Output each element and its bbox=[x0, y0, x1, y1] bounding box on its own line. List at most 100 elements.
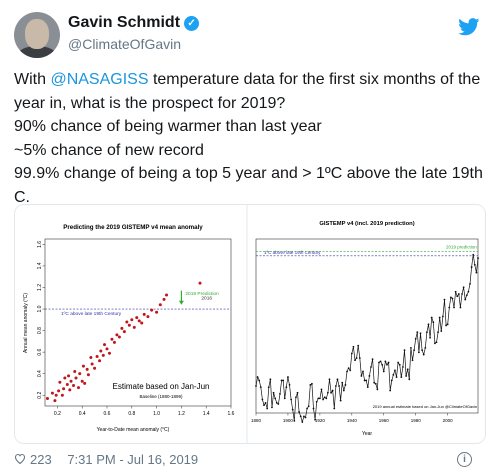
temperature-series-point bbox=[309, 384, 312, 386]
avatar[interactable] bbox=[14, 12, 60, 58]
temperature-series-point bbox=[293, 419, 296, 422]
temperature-series-point bbox=[376, 388, 379, 391]
mention-link[interactable]: @NASAGISS bbox=[50, 71, 149, 88]
scatter-point bbox=[69, 379, 73, 383]
temperature-series-point bbox=[477, 257, 479, 259]
scatter-point bbox=[80, 379, 84, 383]
scatter-y-ticks: 0.2 0.4 0.6 0.8 1.0 1.2 1.4 1.6 bbox=[37, 241, 45, 399]
temperature-series-point bbox=[298, 410, 301, 413]
scatter-y-tick-label: 0.8 bbox=[37, 327, 43, 334]
temperature-series-point bbox=[465, 294, 468, 297]
temperature-series-point bbox=[322, 398, 324, 401]
temperature-series-point bbox=[264, 401, 267, 404]
temperature-series-point bbox=[354, 359, 356, 362]
scatter-point bbox=[57, 389, 61, 393]
temperature-series-point bbox=[347, 367, 350, 369]
temperature-series-point bbox=[467, 290, 470, 293]
scatter-point bbox=[65, 382, 69, 386]
scatter-point bbox=[132, 325, 136, 329]
scatter-point bbox=[98, 359, 102, 363]
temperature-series-point bbox=[283, 397, 286, 400]
scatter-point bbox=[90, 362, 94, 366]
temperature-series-point bbox=[272, 391, 275, 394]
scatter-x-ticks: 0.2 0.4 0.6 0.8 1.0 1.2 1.4 1.6 bbox=[54, 406, 235, 417]
scatter-x-tick-label: 0.4 bbox=[79, 411, 86, 417]
scatter-point bbox=[120, 326, 124, 330]
tweet-media[interactable]: Predicting the 2019 GISTEMP v4 mean anom… bbox=[14, 204, 486, 444]
timestamp[interactable]: 7:31 PM - Jul 16, 2019 bbox=[67, 452, 199, 467]
line-title: GISTEMP v4 (incl. 2019 prediction) bbox=[319, 221, 414, 227]
temperature-series-point bbox=[325, 397, 328, 400]
temperature-series-point bbox=[456, 295, 459, 298]
author-name-text[interactable]: Gavin Schmidt bbox=[68, 14, 181, 31]
temperature-series-point bbox=[419, 332, 422, 335]
temperature-series-point bbox=[381, 363, 384, 366]
scatter-y-label: Annual mean anomaly (°C) bbox=[23, 293, 29, 353]
temperature-series-point bbox=[271, 406, 273, 409]
temperature-series-point bbox=[358, 357, 361, 359]
temperature-series-point bbox=[357, 344, 360, 347]
info-icon[interactable]: i bbox=[457, 452, 472, 467]
temperature-series-point bbox=[422, 353, 425, 356]
tweet-line-1: With @NASAGISS temperature data for the … bbox=[14, 68, 484, 115]
like-count[interactable]: 223 bbox=[30, 452, 52, 467]
temperature-series-point bbox=[441, 315, 444, 318]
scatter-point bbox=[122, 330, 126, 334]
temperature-series-point bbox=[320, 388, 323, 391]
temperature-series-point bbox=[449, 296, 452, 299]
temperature-series-point bbox=[346, 370, 348, 373]
temperature-series-point bbox=[373, 381, 376, 384]
scatter-point bbox=[165, 293, 169, 297]
line-chart[interactable]: GISTEMP v4 (incl. 2019 prediction) Year … bbox=[248, 206, 484, 442]
scatter-chart[interactable]: Predicting the 2019 GISTEMP v4 mean anom… bbox=[16, 206, 246, 442]
author-handle[interactable]: @ClimateOfGavin bbox=[68, 36, 182, 52]
scatter-point bbox=[78, 372, 82, 376]
heart-icon[interactable] bbox=[14, 453, 26, 464]
temperature-series-point bbox=[378, 361, 380, 364]
twitter-bird-icon[interactable] bbox=[458, 18, 480, 36]
temperature-series-point bbox=[280, 379, 283, 382]
temperature-series-point bbox=[339, 399, 342, 402]
scatter-point bbox=[95, 354, 99, 358]
temperature-series-point bbox=[475, 271, 478, 274]
line-background bbox=[248, 206, 484, 442]
temperature-series-point bbox=[446, 323, 449, 326]
temperature-series-point bbox=[368, 375, 371, 377]
scatter-point bbox=[72, 384, 76, 388]
temperature-series-point bbox=[389, 389, 392, 392]
baseline-annotation: Baseline (1880-1899) bbox=[139, 394, 183, 399]
temperature-series-point bbox=[331, 389, 334, 392]
temperature-series-point bbox=[360, 375, 363, 377]
line-x-tick-label: 1960 bbox=[379, 418, 390, 423]
temperature-series-point bbox=[296, 391, 299, 394]
scatter-point bbox=[73, 370, 77, 374]
scatter-y-tick-label: 1.6 bbox=[37, 241, 43, 248]
line-footnote: 2019 annual estimate based on Jan-Jun @C… bbox=[373, 404, 478, 409]
temperature-series-point bbox=[314, 418, 316, 421]
scatter-point bbox=[117, 335, 121, 339]
temperature-series-point bbox=[341, 381, 344, 384]
scatter-point bbox=[85, 367, 89, 371]
scatter-threshold-label: 1ºC above late 19th Century bbox=[61, 311, 122, 317]
temperature-series-point bbox=[371, 358, 374, 361]
author-name[interactable]: Gavin Schmidt ✓ bbox=[68, 14, 200, 32]
tweet-line-2: 90% chance of being warmer than last yea… bbox=[14, 118, 322, 135]
scatter-point bbox=[76, 386, 80, 390]
temperature-series-point bbox=[427, 323, 430, 326]
temperature-series-markers bbox=[255, 253, 479, 423]
scatter-x-label: Year-to-Date mean anomaly (°C) bbox=[97, 427, 170, 433]
scatter-point bbox=[99, 349, 103, 353]
temperature-series-point bbox=[416, 331, 419, 334]
temperature-series-point bbox=[429, 336, 431, 339]
line-x-tick-label: 1940 bbox=[347, 418, 358, 423]
scatter-plot-frame bbox=[44, 238, 232, 407]
temperature-series-point bbox=[342, 389, 345, 392]
temperature-series-point bbox=[306, 407, 309, 410]
scatter-point bbox=[105, 347, 109, 351]
temperature-series-point bbox=[410, 346, 412, 349]
tweet-line-4: 99.9% change of being a top 5 year and >… bbox=[14, 165, 483, 206]
temperature-series-point bbox=[408, 378, 411, 381]
verified-badge-icon: ✓ bbox=[184, 16, 200, 31]
temperature-series-point bbox=[374, 382, 377, 385]
scatter-y-tick-label: 1.4 bbox=[37, 262, 43, 269]
